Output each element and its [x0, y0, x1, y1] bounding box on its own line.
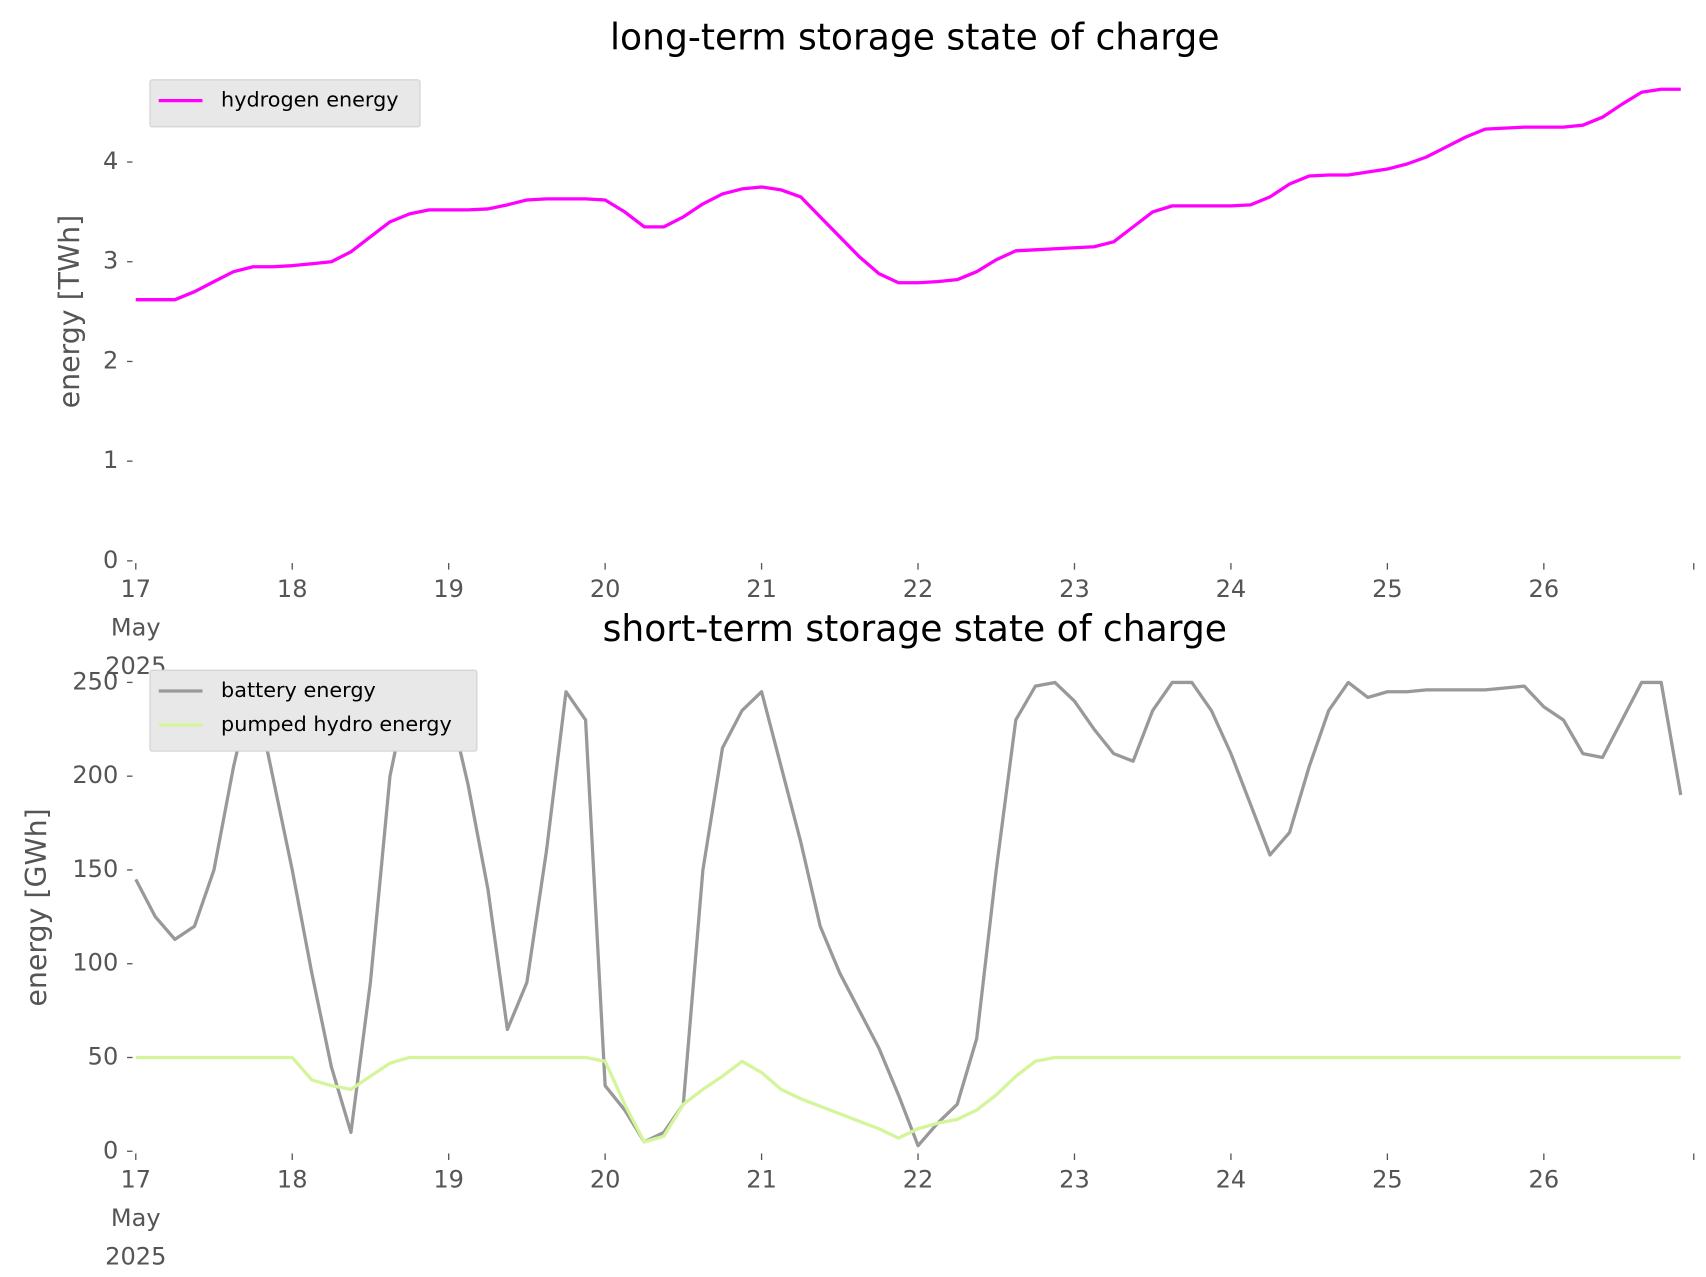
- legend-label: pumped hydro energy: [221, 712, 452, 736]
- legend-label: battery energy: [221, 678, 376, 702]
- y-tick-label: 250: [72, 667, 118, 695]
- x-tick-label: 19: [433, 1165, 464, 1193]
- y-tick-label: 200: [72, 761, 118, 789]
- y-tick-label: 150: [72, 855, 118, 883]
- x-tick-label: 21: [746, 1165, 777, 1193]
- chart-title: long-term storage state of charge: [610, 16, 1220, 58]
- series-line: [134, 680, 1683, 1148]
- x-tick-label: 24: [1216, 575, 1247, 603]
- y-tick-label: 100: [72, 949, 118, 977]
- x-tick-label: 22: [903, 575, 934, 603]
- series-line: [135, 1055, 1681, 1144]
- x-tick-label: 25: [1372, 1165, 1403, 1193]
- x-tick-label: 26: [1529, 1165, 1560, 1193]
- chart-title: short-term storage state of charge: [603, 608, 1227, 650]
- x-tick-label: 22: [903, 1165, 934, 1193]
- legend-box: [149, 79, 421, 128]
- legend: hydrogen energy: [149, 79, 421, 128]
- x-tick-label: 23: [1059, 575, 1090, 603]
- y-tick-label: 3: [103, 247, 118, 275]
- x-tick-label: 24: [1216, 1165, 1247, 1193]
- y-tick-label: 2: [103, 346, 118, 374]
- y-tick-label: 0: [103, 546, 118, 574]
- y-axis-label: energy [TWh]: [53, 215, 86, 409]
- x-tick-label: 18: [277, 575, 308, 603]
- y-axis-label: energy [GWh]: [20, 808, 53, 1006]
- x-tick-label: 17 May 2025: [105, 1165, 166, 1270]
- y-tick-label: 4: [103, 147, 118, 175]
- y-tick-label: 0: [103, 1136, 118, 1164]
- x-tick-label: 20: [590, 575, 621, 603]
- x-tick-label: 25: [1372, 575, 1403, 603]
- x-tick-label: 17 May 2025: [105, 575, 166, 680]
- y-tick-label: 1: [103, 446, 118, 474]
- x-tick-label: 19: [433, 575, 464, 603]
- legend-label: hydrogen energy: [221, 88, 398, 112]
- x-tick-label: 18: [277, 1165, 308, 1193]
- legend: battery energy pumped hydro energy: [149, 669, 478, 752]
- legend-box: [149, 669, 478, 752]
- series-line: [135, 87, 1681, 302]
- x-tick-label: 21: [746, 575, 777, 603]
- x-tick-label: 23: [1059, 1165, 1090, 1193]
- y-tick-label: 50: [88, 1042, 119, 1070]
- x-tick-label: 20: [590, 1165, 621, 1193]
- x-tick-label: 26: [1529, 575, 1560, 603]
